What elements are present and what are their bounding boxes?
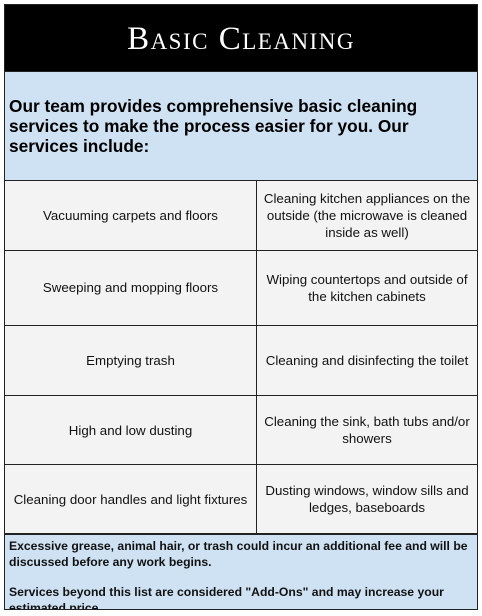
service-cell: Emptying trash — [5, 325, 257, 396]
service-cell: Cleaning the sink, bath tubs and/or show… — [256, 394, 477, 466]
table-row: Cleaning door handles and light fixtures… — [5, 464, 477, 534]
basic-cleaning-card: Basic Cleaning Our team provides compreh… — [4, 4, 478, 610]
intro-text: Our team provides comprehensive basic cl… — [9, 96, 418, 156]
table-row: Vacuuming carpets and floors Cleaning ki… — [5, 181, 477, 251]
service-cell: Wiping countertops and outside of the ki… — [256, 249, 477, 327]
intro-section: Our team provides comprehensive basic cl… — [5, 71, 477, 181]
addons-note: Services beyond this list are considered… — [9, 585, 444, 610]
fee-note: Excessive grease, animal hair, or trash … — [9, 539, 468, 569]
service-cell: Cleaning and disinfecting the toilet — [256, 325, 477, 396]
service-cell: Cleaning kitchen appliances on the outsi… — [256, 181, 477, 251]
title-bar: Basic Cleaning — [5, 5, 477, 71]
table-row: Sweeping and mopping floors Wiping count… — [5, 249, 477, 327]
service-cell: High and low dusting — [5, 394, 257, 466]
footer-notes: Excessive grease, animal hair, or trash … — [5, 534, 477, 609]
table-row: Emptying trash Cleaning and disinfecting… — [5, 325, 477, 396]
service-cell: Sweeping and mopping floors — [5, 249, 257, 327]
service-cell: Cleaning door handles and light fixtures — [5, 464, 257, 534]
service-cell: Vacuuming carpets and floors — [5, 181, 257, 251]
page-title: Basic Cleaning — [127, 20, 355, 57]
table-row: High and low dusting Cleaning the sink, … — [5, 394, 477, 466]
service-cell: Dusting windows, window sills and ledges… — [256, 464, 477, 534]
services-table: Vacuuming carpets and floors Cleaning ki… — [5, 181, 477, 534]
